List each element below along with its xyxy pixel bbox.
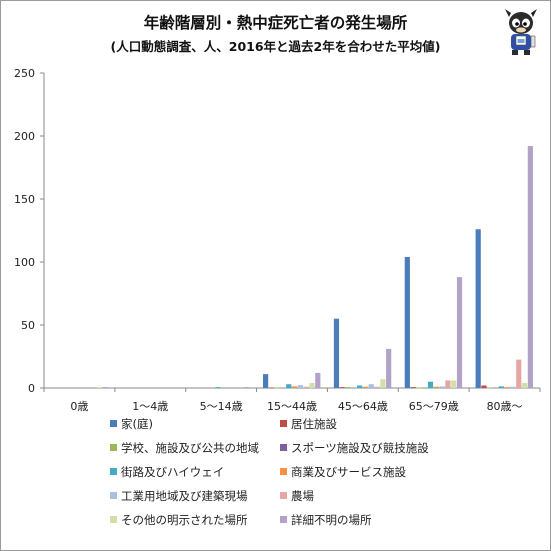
bar [380,379,386,388]
bar [286,384,292,388]
bar [268,387,274,389]
bar [292,386,298,388]
bar [362,386,369,388]
bar [263,374,269,388]
legend-swatch [110,516,117,523]
bar [475,229,481,388]
bar [445,380,451,388]
y-tick-label: 50 [21,319,35,332]
bar [404,256,410,388]
bar [451,380,457,388]
x-tick-label: 65～79歳 [409,400,459,413]
y-tick-label: 100 [14,256,35,269]
x-tick-label: 45～64歳 [338,400,388,413]
bar [527,146,533,388]
legend-label: 農場 [291,489,314,503]
legend-label: 商業及びサービス施設 [291,465,406,479]
legend-swatch [280,492,287,499]
bar [297,385,303,388]
bar [357,385,363,388]
legend-label: その他の明示された場所 [121,513,248,527]
bar [374,386,380,388]
legend-label: 詳細不明の場所 [291,513,372,527]
chart-subtitle: (人口動態調査、人、2016年と過去2年を合わせた平均値) [110,39,441,54]
bar [427,381,434,388]
legend-swatch [110,420,117,427]
x-tick-label: 80歳～ [487,400,523,413]
legend-swatch [110,492,117,499]
bar [481,385,487,388]
legend-swatch [110,444,117,451]
legend-label: スポーツ施設及び競技施設 [291,441,429,455]
bar [416,387,422,389]
x-tick-label: 15～44歳 [267,400,317,413]
bar [274,387,280,389]
legend-swatch [280,444,287,451]
bar [303,386,309,388]
bar [96,387,103,388]
bar [456,277,463,388]
x-tick-label: 1～4歳 [132,400,168,413]
legend-label: 学校、施設及び公共の地域 [121,441,259,455]
bar [244,387,250,388]
legend-label: 工業用地域及び建築現場 [121,489,248,503]
bar [309,382,315,388]
bar [510,386,516,388]
chart-title: 年齢階層別・熱中症死亡者の発生場所 [143,14,408,32]
bar [410,387,416,388]
bar [102,387,108,388]
bar [498,386,504,388]
legend-label: 街路及びハイウェイ [121,465,224,479]
bar [516,359,522,388]
bar [521,382,528,388]
bar [368,384,374,388]
bar [439,386,445,388]
legend-label: 家(庭) [121,417,153,431]
legend-swatch [110,468,117,475]
y-tick-label: 150 [14,193,35,206]
y-tick-label: 250 [14,67,35,80]
bar [215,387,221,388]
legend-swatch [280,468,287,475]
bar [504,387,510,388]
y-tick-label: 0 [28,382,35,395]
bar [487,387,493,389]
bar [433,386,439,388]
bar [339,387,345,388]
bar [345,387,351,388]
legend-label: 居住施設 [291,417,337,431]
legend-swatch [280,516,287,523]
legend-swatch [280,420,287,427]
bar [333,318,340,388]
mascot-icon [505,9,537,55]
bar [386,348,392,388]
x-tick-label: 5～14歳 [200,400,243,413]
x-tick-label: 0歳 [70,400,88,413]
bar [315,372,321,388]
y-tick-label: 200 [14,130,35,143]
